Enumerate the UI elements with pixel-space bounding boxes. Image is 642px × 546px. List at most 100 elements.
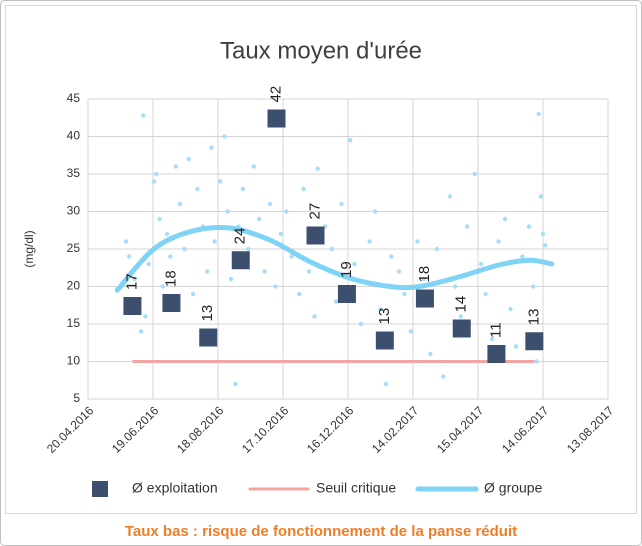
data-dot — [217, 179, 223, 184]
data-dot — [123, 239, 129, 244]
farm-square — [375, 331, 394, 350]
data-dot — [428, 351, 433, 357]
data-dot — [289, 254, 294, 259]
y-tick-label: 25 — [67, 241, 81, 255]
data-dot — [225, 209, 230, 214]
y-tick-label: 10 — [67, 354, 81, 368]
farm-square — [452, 319, 471, 338]
farm-square — [162, 294, 181, 312]
data-dot — [273, 284, 278, 289]
data-dot — [164, 231, 170, 237]
data-dot — [489, 336, 495, 342]
data-dot — [141, 113, 146, 118]
data-label: 13 — [199, 305, 216, 322]
data-dot — [301, 186, 306, 192]
data-dot — [508, 306, 513, 312]
data-label: 19 — [338, 261, 355, 278]
data-dot — [204, 269, 210, 274]
data-dot — [256, 216, 262, 222]
data-dot — [538, 194, 544, 199]
data-dot — [520, 254, 525, 259]
chart-title: Taux moyen d'urée — [220, 37, 422, 64]
data-dot — [367, 239, 372, 244]
data-dot — [352, 261, 357, 267]
data-dot — [168, 254, 173, 259]
data-label: 17 — [123, 273, 140, 290]
farm-square — [306, 226, 325, 245]
data-dot — [212, 239, 217, 244]
y-tick-label: 45 — [67, 91, 81, 105]
data-label: 18 — [416, 266, 433, 283]
data-dot — [453, 284, 458, 289]
data-dot — [146, 261, 151, 267]
data-dot — [246, 246, 251, 252]
farm-square — [487, 345, 506, 363]
data-dot — [472, 171, 477, 177]
data-dot — [190, 291, 196, 297]
data-dot — [126, 254, 132, 259]
data-dot — [186, 156, 191, 162]
data-dot — [396, 269, 402, 274]
data-dot — [526, 224, 532, 229]
data-label: 13 — [376, 308, 393, 325]
data-dot — [408, 329, 414, 334]
data-label: 11 — [487, 322, 504, 338]
data-dot — [421, 276, 427, 282]
y-tick-label: 5 — [73, 391, 80, 405]
data-dot — [267, 201, 273, 207]
data-dot — [536, 111, 541, 117]
data-dot — [306, 269, 312, 274]
data-dot — [278, 231, 284, 237]
data-dot — [138, 329, 144, 334]
data-dot — [389, 254, 394, 259]
data-label: 24 — [232, 228, 249, 245]
data-label: 13 — [525, 309, 542, 326]
data-dot — [441, 374, 446, 379]
data-dot — [160, 284, 165, 289]
data-dot — [154, 171, 159, 177]
data-dot — [195, 186, 200, 192]
y-tick-label: 40 — [67, 129, 81, 143]
data-dot — [240, 186, 246, 192]
data-dot — [251, 164, 256, 169]
data-dot — [182, 246, 187, 252]
data-dot — [151, 179, 157, 184]
data-dot — [540, 231, 546, 237]
data-dot — [358, 321, 364, 327]
data-label: 18 — [162, 270, 179, 287]
data-dot — [347, 138, 353, 143]
legend-label: Ø exploitation — [132, 480, 218, 496]
legend-label: Ø groupe — [484, 480, 543, 496]
data-dot — [531, 284, 536, 289]
data-dot — [542, 243, 548, 248]
farm-square — [267, 109, 286, 128]
data-dot — [339, 201, 344, 207]
data-dot — [479, 261, 484, 267]
group-curve — [114, 224, 555, 293]
data-dot — [434, 246, 440, 252]
data-dot — [483, 291, 488, 297]
data-dot — [513, 344, 519, 349]
data-dot — [333, 299, 339, 304]
data-dot — [209, 145, 214, 150]
data-dot — [447, 194, 453, 199]
farm-square — [415, 289, 434, 308]
data-dot — [233, 381, 238, 387]
data-label: 42 — [267, 86, 284, 103]
data-dot — [534, 359, 539, 364]
y-tick-label: 35 — [67, 166, 81, 180]
data-dot — [312, 314, 317, 319]
y-tick-label: 15 — [67, 316, 81, 330]
data-dot — [378, 306, 383, 312]
data-dot — [415, 239, 420, 244]
farm-square — [231, 251, 250, 270]
data-dot — [458, 314, 463, 319]
data-dot — [132, 276, 137, 282]
y-tick-label: 30 — [67, 204, 81, 218]
annotation: Taux bas : risque de fonctionnement de l… — [125, 523, 517, 540]
farm-square — [525, 332, 544, 351]
y-axis-label: (mg/dl) — [22, 230, 36, 267]
legend-label: Seuil critique — [316, 480, 396, 496]
